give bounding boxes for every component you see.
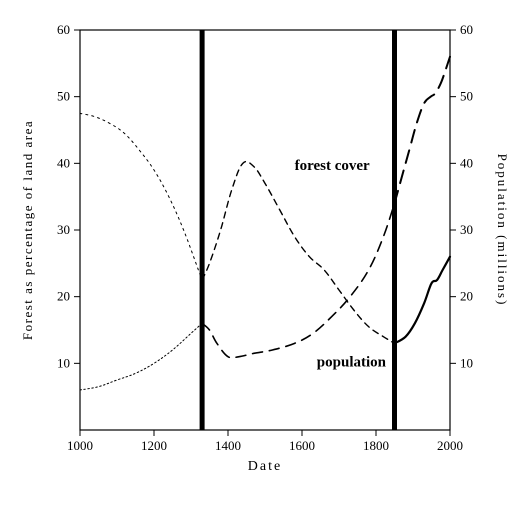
y-right-tick-label: 60: [460, 22, 473, 37]
y-left-tick-label: 30: [57, 222, 70, 237]
y-right-tick-label: 20: [460, 289, 473, 304]
y-right-tick-label: 50: [460, 89, 473, 104]
x-axis-label: Date: [248, 459, 282, 474]
dual-axis-line-chart: 1000 1200 1400 1600 1800 2000 10 20 30 40 50 60 10 20…: [0, 0, 523, 506]
y-right-tick-label: 10: [460, 355, 473, 370]
y-left-axis-label: Forest as percentage of land area: [20, 120, 35, 340]
x-tick-label: 1000: [67, 438, 93, 453]
x-tick-label: 1600: [289, 438, 315, 453]
x-tick-label: 1800: [363, 438, 389, 453]
y-right-tick-label: 40: [460, 155, 473, 170]
chart-container: { "chart": { "type": "line", "width": 52…: [0, 0, 523, 506]
x-tick-label: 1200: [141, 438, 167, 453]
y-left-tick-label: 50: [57, 89, 70, 104]
series-label-forest: forest cover: [295, 158, 370, 174]
y-left-tick-label: 10: [57, 355, 70, 370]
y-left-tick-label: 60: [57, 22, 70, 37]
x-tick-label: 1400: [215, 438, 241, 453]
y-left-tick-label: 20: [57, 289, 70, 304]
y-right-tick-label: 30: [460, 222, 473, 237]
series-label-population: population: [317, 355, 387, 371]
x-tick-label: 2000: [437, 438, 463, 453]
y-left-tick-label: 40: [57, 155, 70, 170]
y-right-axis-label: Population (millions): [495, 154, 510, 307]
